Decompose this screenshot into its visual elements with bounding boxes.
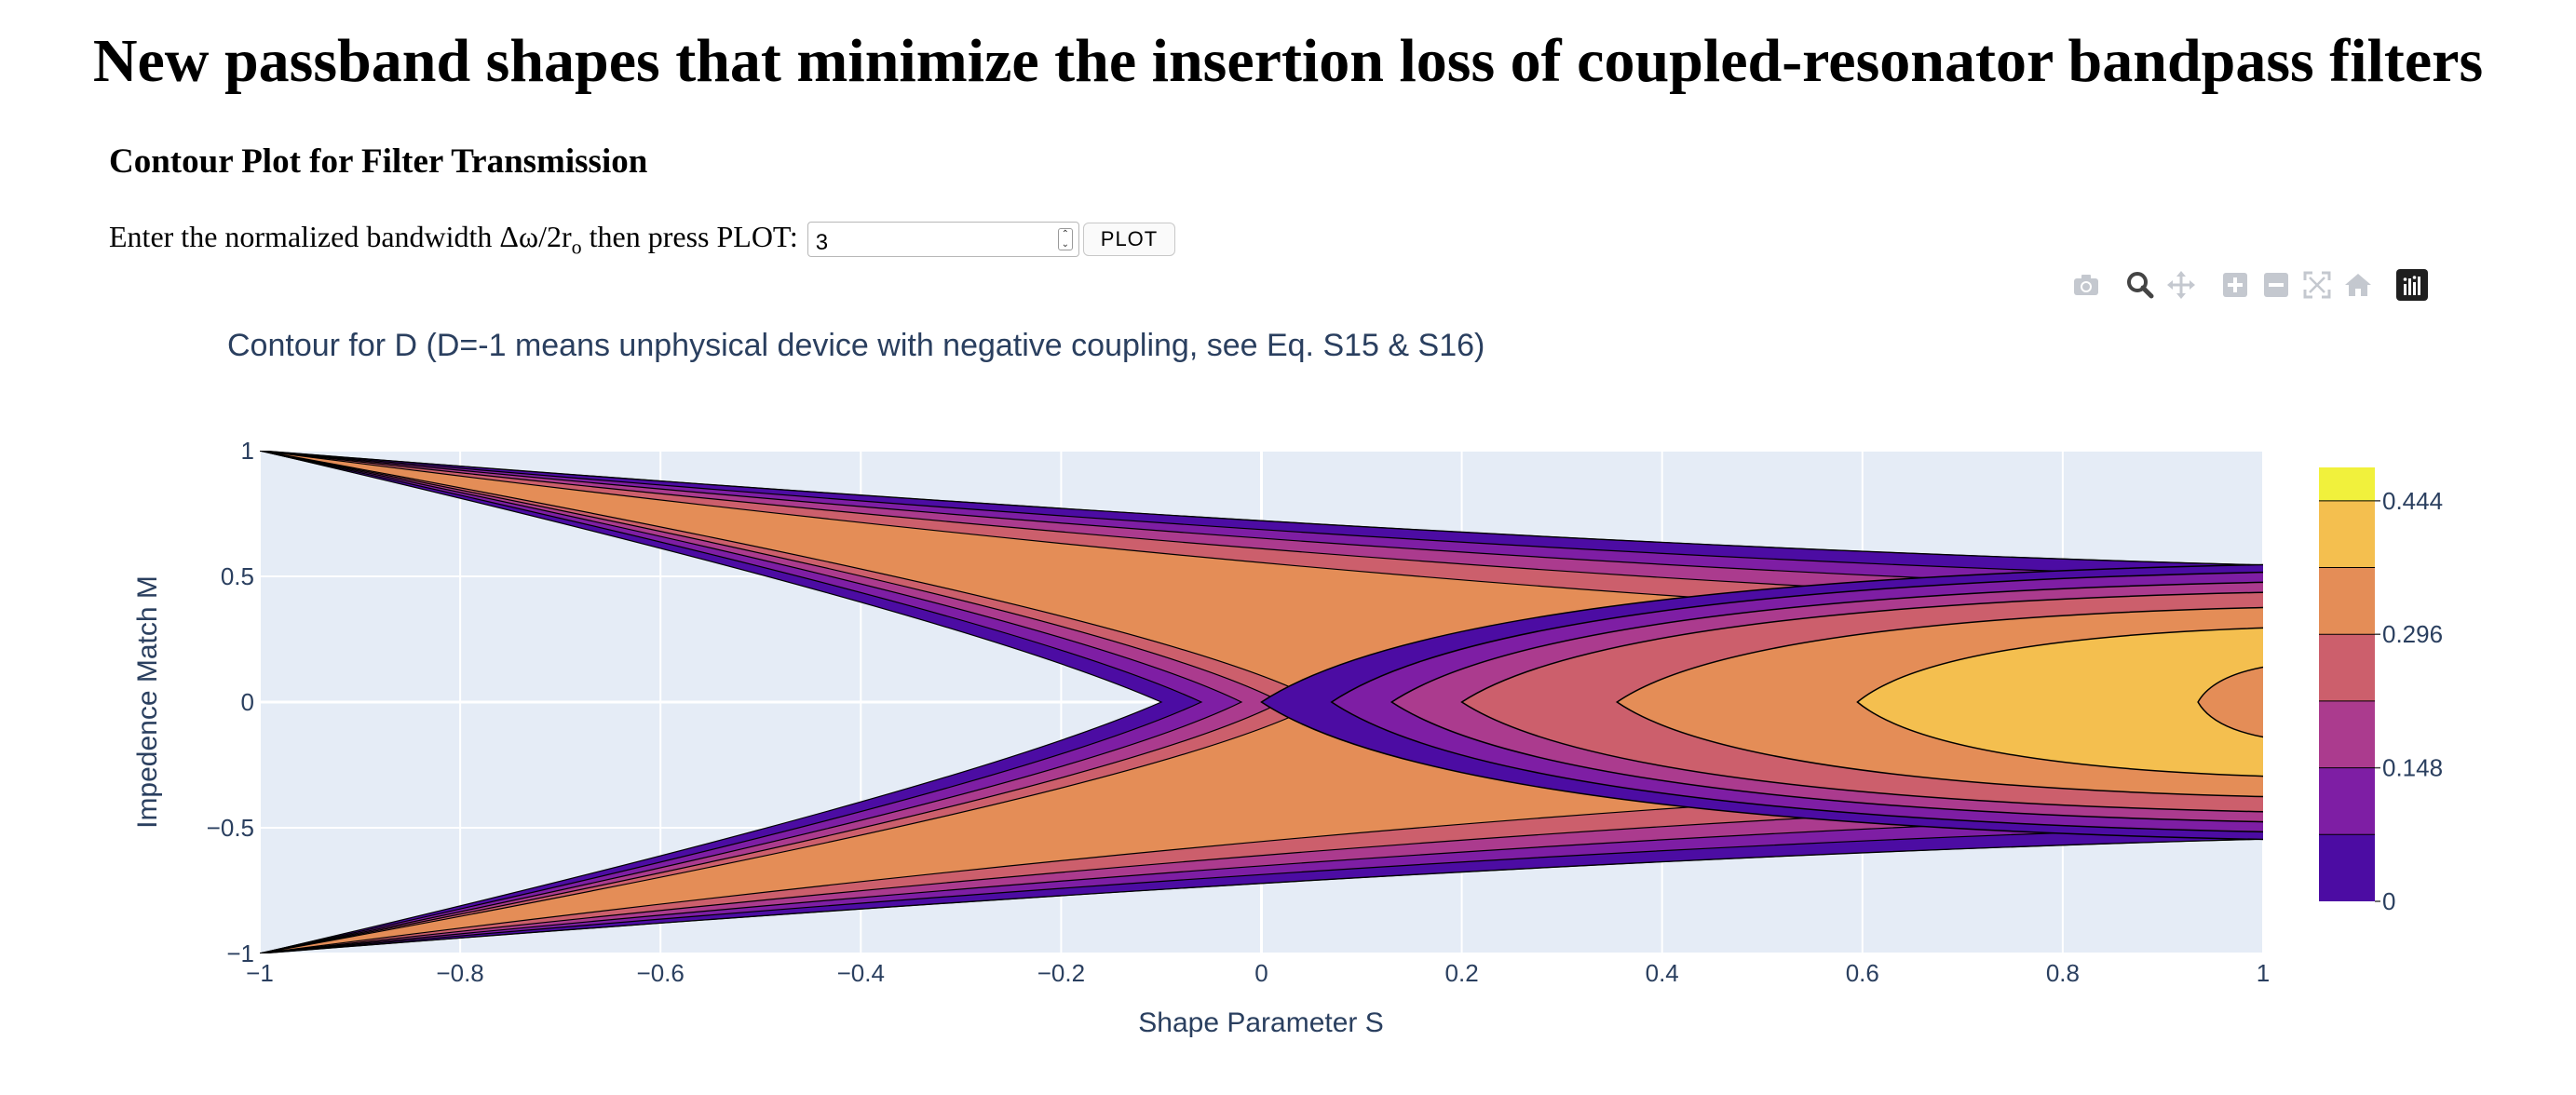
contour-fills — [260, 451, 2263, 953]
x-tick-label: 0.8 — [2046, 959, 2080, 987]
y-tick-label: 1 — [241, 437, 254, 465]
contour-edge-band-0 — [260, 451, 2263, 953]
y-tick-labels: 1 0.5 0 −0.5 −1 — [207, 437, 254, 967]
y-tick-label: 0.5 — [221, 562, 254, 590]
x-tick-label: 0.4 — [1646, 959, 1679, 987]
bandwidth-input-wrapper: ⌃⌄ — [807, 222, 1079, 261]
contour-band-3 — [1460, 591, 2263, 813]
contour-band-2 — [1390, 581, 2263, 823]
plot-area[interactable] — [260, 451, 2263, 953]
number-spinner[interactable]: ⌃ ⌄ — [1057, 228, 1073, 250]
contour-band-5 — [1856, 627, 2263, 777]
x-tick-label: 0.2 — [1445, 959, 1479, 987]
zoom-icon[interactable] — [2120, 266, 2161, 304]
y-tick-label: −0.5 — [207, 814, 254, 842]
contour-edge-band-2 — [260, 451, 2263, 953]
zoom-in-icon[interactable] — [2215, 266, 2256, 304]
y-axis-label: Impedence Match M — [132, 575, 163, 829]
colorbar-swatch — [2319, 634, 2375, 701]
contour-edge-band-4 — [260, 451, 2263, 953]
x-tick-label: 1 — [2257, 959, 2270, 987]
x-tick-label: 0 — [1254, 959, 1268, 987]
colorbar-tick-label: 0.148 — [2382, 754, 2443, 782]
colorbar-swatch — [2319, 500, 2375, 568]
bandwidth-form: Enter the normalized bandwidth Δω/2ro th… — [109, 216, 1176, 263]
bandwidth-prompt: Enter the normalized bandwidth Δω/2ro th… — [109, 219, 798, 259]
x-tick-label: −0.2 — [1037, 959, 1085, 987]
contour-band-4 — [1615, 606, 2263, 798]
colorbar-swatch — [2319, 834, 2375, 901]
colorbar-tick-label: 0.296 — [2382, 620, 2443, 648]
pan-icon[interactable] — [2161, 266, 2202, 304]
chart-title: Contour for D (D=-1 means unphysical dev… — [227, 328, 1485, 363]
colorbar-swatch — [2319, 700, 2375, 768]
x-tick-label: −0.4 — [837, 959, 885, 987]
contour-edge-band-1 — [260, 451, 2263, 953]
reset-axes-icon[interactable] — [2338, 266, 2379, 304]
colorbar-tick-label: 0 — [2382, 887, 2395, 915]
colorbar-swatch — [2319, 467, 2375, 501]
x-axis-label: Shape Parameter S — [1138, 1007, 1383, 1038]
contour-band-1 — [1330, 571, 2263, 833]
autoscale-icon[interactable] — [2297, 266, 2338, 304]
contour-band-6 — [2197, 666, 2263, 738]
x-tick-label: −0.6 — [637, 959, 685, 987]
page-title: New passband shapes that minimize the in… — [92, 27, 2484, 95]
colorbar: 0 0.148 0.296 0.444 — [2319, 467, 2443, 915]
colorbar-swatch — [2319, 767, 2375, 835]
camera-icon[interactable] — [2066, 266, 2107, 304]
plot-button[interactable]: PLOT — [1082, 223, 1176, 256]
bandwidth-input[interactable] — [807, 225, 1047, 261]
y-tick-label: −1 — [226, 940, 254, 967]
x-tick-label: −1 — [246, 959, 274, 987]
contour-band-0 — [1260, 563, 2263, 841]
contour-edge-band-3 — [260, 451, 2263, 953]
x-tick-labels: −1 −0.8 −0.6 −0.4 −0.2 0 0.2 0.4 0.6 0.8 1 — [246, 959, 2270, 987]
x-tick-label: −0.8 — [436, 959, 483, 987]
y-tick-label: 0 — [241, 688, 254, 716]
contour-band-domain — [260, 451, 2263, 953]
colorbar-tick-label: 0.444 — [2382, 487, 2443, 515]
zoom-out-icon[interactable] — [2256, 266, 2297, 304]
x-tick-label: 0.6 — [1846, 959, 1879, 987]
gridlines — [259, 450, 2264, 954]
plotly-logo-icon[interactable] — [2392, 266, 2433, 304]
section-heading: Contour Plot for Filter Transmission — [109, 142, 648, 181]
plot-modebar — [2066, 266, 2433, 304]
colorbar-swatch — [2319, 567, 2375, 635]
